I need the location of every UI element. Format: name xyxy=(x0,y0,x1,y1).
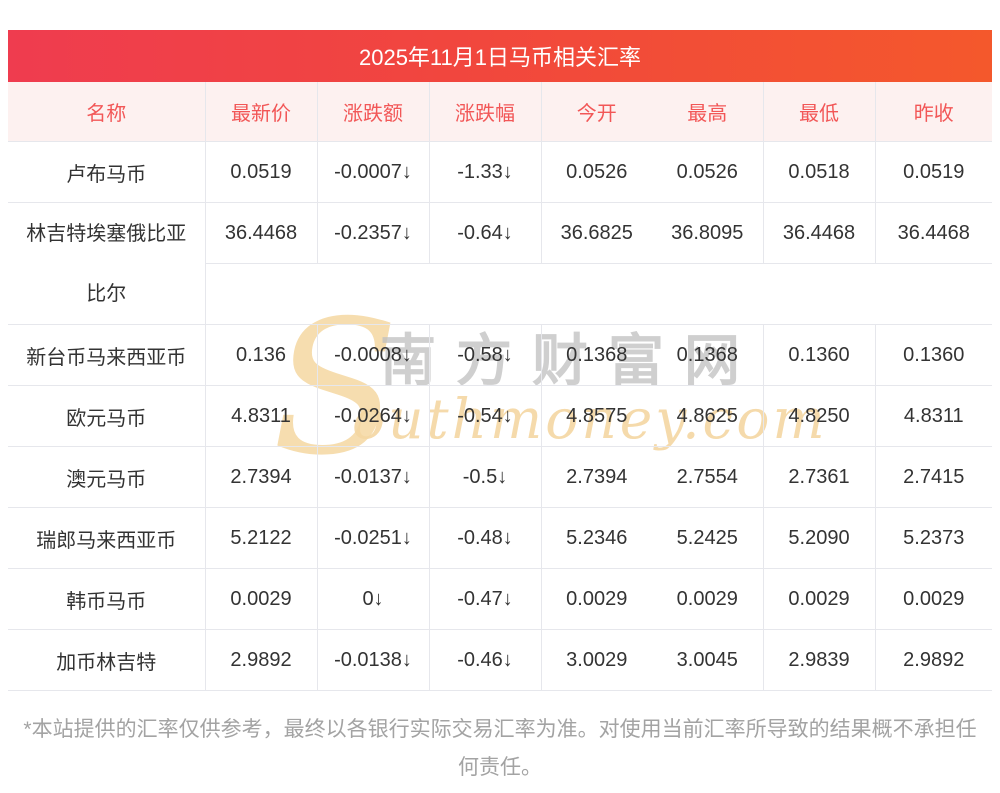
cell-latest-price: 5.2122 xyxy=(204,507,317,569)
cell-change-amount: -0.0137↓ xyxy=(316,446,429,508)
cell-prev-close: 2.7415 xyxy=(874,446,992,508)
cell-name-line2: 比尔 xyxy=(86,282,127,305)
cell-prev-close: 0.0519 xyxy=(874,141,992,203)
cell-open: 2.7394 xyxy=(540,446,652,508)
col-header-change-percent: 涨跌幅 xyxy=(428,82,541,142)
cell-latest-price: 0.0519 xyxy=(204,141,317,203)
cell-open: 5.2346 xyxy=(540,507,652,569)
cell-name: 加币林吉特 xyxy=(8,629,205,691)
table-header-row: 名称 最新价 涨跌额 涨跌幅 今开 最高 最低 昨收 xyxy=(8,82,992,142)
cell-open: 3.0029 xyxy=(540,629,652,691)
cell-low: 36.4468 xyxy=(762,202,875,264)
table-row-spacer xyxy=(8,263,992,325)
cell-high: 2.7554 xyxy=(652,446,763,508)
cell-change-amount: -0.0251↓ xyxy=(316,507,429,569)
cell-name-line1: 林吉特埃塞俄比亚 xyxy=(26,222,187,245)
cell-change-amount: -0.0007↓ xyxy=(316,141,429,203)
cell-low: 0.1360 xyxy=(762,324,875,386)
cell-latest-price: 36.4468 xyxy=(204,202,317,264)
cell-high: 0.1368 xyxy=(652,324,763,386)
cell-open: 0.1368 xyxy=(540,324,652,386)
cell-latest-price: 2.9892 xyxy=(204,629,317,691)
cell-high: 3.0045 xyxy=(652,629,763,691)
cell-prev-close: 0.1360 xyxy=(874,324,992,386)
table-row: 韩币马币 0.0029 0↓ -0.47↓ 0.0029 0.0029 0.00… xyxy=(8,568,992,630)
cell-high: 5.2425 xyxy=(652,507,763,569)
cell-name: 韩币马币 xyxy=(8,568,205,630)
cell-latest-price: 4.8311 xyxy=(204,385,317,447)
table-row: 欧元马币 4.8311 -0.0264↓ -0.54↓ 4.8575 4.862… xyxy=(8,385,992,447)
cell-open: 0.0526 xyxy=(540,141,652,203)
cell-name: 欧元马币 xyxy=(8,385,205,447)
cell-high: 0.0526 xyxy=(652,141,763,203)
cell-change-amount: -0.0138↓ xyxy=(316,629,429,691)
cell-low: 0.0518 xyxy=(762,141,875,203)
col-header-latest-price: 最新价 xyxy=(204,82,317,142)
cell-change-amount: -0.2357↓ xyxy=(316,202,429,264)
exchange-rate-table: 名称 最新价 涨跌额 涨跌幅 今开 最高 最低 昨收 卢布马币 0.0519 -… xyxy=(8,82,992,691)
table-row: 新台币马来西亚币 0.136 -0.0008↓ -0.58↓ 0.1368 0.… xyxy=(8,324,992,386)
cell-name: 新台币马来西亚币 xyxy=(8,324,205,386)
cell-name: 澳元马币 xyxy=(8,446,205,508)
cell-change-amount: -0.0008↓ xyxy=(316,324,429,386)
cell-latest-price: 2.7394 xyxy=(204,446,317,508)
table-row: 卢布马币 0.0519 -0.0007↓ -1.33↓ 0.0526 0.052… xyxy=(8,141,992,203)
table-row: 加币林吉特 2.9892 -0.0138↓ -0.46↓ 3.0029 3.00… xyxy=(8,629,992,691)
col-header-prev-close: 昨收 xyxy=(874,82,992,142)
col-header-open: 今开 xyxy=(540,82,652,142)
cell-change-amount: 0↓ xyxy=(316,568,429,630)
cell-name: 卢布马币 xyxy=(8,141,205,203)
cell-low: 5.2090 xyxy=(762,507,875,569)
cell-change-percent: -0.48↓ xyxy=(428,507,541,569)
col-header-high: 最高 xyxy=(652,82,763,142)
cell-name: 林吉特埃塞俄比亚 比尔 xyxy=(8,202,205,325)
cell-prev-close: 5.2373 xyxy=(874,507,992,569)
cell-high: 36.8095 xyxy=(652,202,763,264)
cell-low: 2.9839 xyxy=(762,629,875,691)
table-row: 澳元马币 2.7394 -0.0137↓ -0.5↓ 2.7394 2.7554… xyxy=(8,446,992,508)
cell-low: 0.0029 xyxy=(762,568,875,630)
cell-low: 4.8250 xyxy=(762,385,875,447)
cell-prev-close: 36.4468 xyxy=(874,202,992,264)
cell-change-percent: -0.58↓ xyxy=(428,324,541,386)
cell-change-percent: -0.54↓ xyxy=(428,385,541,447)
cell-latest-price: 0.136 xyxy=(204,324,317,386)
empty-cell xyxy=(204,263,992,325)
col-header-low: 最低 xyxy=(762,82,875,142)
cell-prev-close: 2.9892 xyxy=(874,629,992,691)
cell-low: 2.7361 xyxy=(762,446,875,508)
table-row: 瑞郎马来西亚币 5.2122 -0.0251↓ -0.48↓ 5.2346 5.… xyxy=(8,507,992,569)
cell-change-percent: -1.33↓ xyxy=(428,141,541,203)
cell-latest-price: 0.0029 xyxy=(204,568,317,630)
cell-change-percent: -0.47↓ xyxy=(428,568,541,630)
col-header-name: 名称 xyxy=(8,82,205,142)
disclaimer-text: *本站提供的汇率仅供参考，最终以各银行实际交易汇率为准。对使用当前汇率所导致的结… xyxy=(23,718,977,779)
cell-change-amount: -0.0264↓ xyxy=(316,385,429,447)
title-bar: 2025年11月1日马币相关汇率 xyxy=(8,30,992,82)
cell-high: 4.8625 xyxy=(652,385,763,447)
cell-name: 瑞郎马来西亚币 xyxy=(8,507,205,569)
cell-change-percent: -0.64↓ xyxy=(428,202,541,264)
page-title: 2025年11月1日马币相关汇率 xyxy=(358,45,641,70)
cell-prev-close: 0.0029 xyxy=(874,568,992,630)
cell-open: 0.0029 xyxy=(540,568,652,630)
cell-change-percent: -0.5↓ xyxy=(428,446,541,508)
cell-change-percent: -0.46↓ xyxy=(428,629,541,691)
col-header-change-amount: 涨跌额 xyxy=(316,82,429,142)
cell-open: 36.6825 xyxy=(540,202,652,264)
cell-prev-close: 4.8311 xyxy=(874,385,992,447)
cell-high: 0.0029 xyxy=(652,568,763,630)
cell-open: 4.8575 xyxy=(540,385,652,447)
table-row: 林吉特埃塞俄比亚 比尔 36.4468 -0.2357↓ -0.64↓ 36.6… xyxy=(8,202,992,325)
